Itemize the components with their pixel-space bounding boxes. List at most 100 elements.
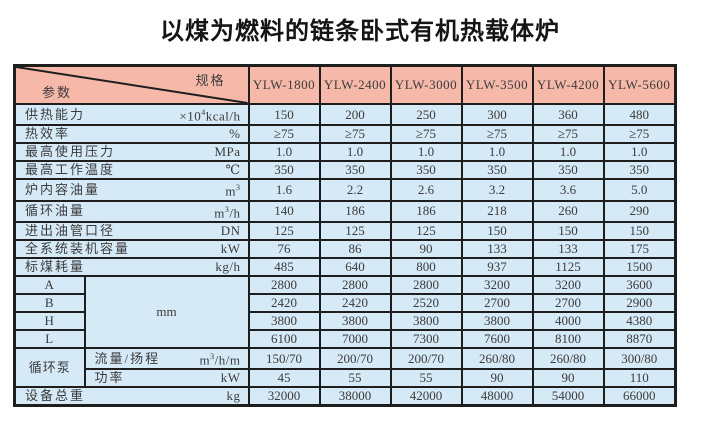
param-label: 标煤耗量 bbox=[25, 258, 86, 274]
param-cell: 进出油管口径 DN bbox=[13, 220, 250, 241]
value-cell: 2.6 bbox=[389, 178, 463, 202]
value-cell: 640 bbox=[318, 256, 392, 277]
param-cell-flex: 功率 kW bbox=[87, 370, 247, 386]
value-cell: 2.2 bbox=[318, 178, 392, 202]
value-cell: 2520 bbox=[389, 292, 463, 313]
param-cell-flex: 循环油量 m3/h bbox=[17, 203, 247, 220]
model-header-5: YLW-5600 bbox=[602, 64, 677, 105]
param-label: 循环油量 bbox=[25, 203, 86, 219]
value-cell: 54000 bbox=[531, 386, 605, 407]
value-cell: 485 bbox=[247, 256, 321, 277]
value-cell: 7600 bbox=[460, 328, 534, 349]
value-cell: 7000 bbox=[318, 328, 392, 349]
value-cell: 1.0 bbox=[318, 142, 392, 163]
value-cell: 937 bbox=[460, 256, 534, 277]
param-cell: 循环油量 m3/h bbox=[13, 199, 250, 223]
value-cell: 250 bbox=[389, 102, 463, 127]
value-cell: 350 bbox=[318, 160, 392, 181]
value-cell: 150/70 bbox=[247, 346, 321, 371]
param-unit: DN bbox=[220, 222, 241, 238]
param-label: 最高使用压力 bbox=[25, 144, 116, 160]
dim-unit-cell: mm bbox=[83, 274, 250, 349]
value-cell: 1.0 bbox=[460, 142, 534, 163]
table-row: 设备总重 kg 32000 38000 42000 48000 54000 66000 bbox=[13, 386, 677, 407]
table-row: 循环油量 m3/h 140 186 186 218 260 290 bbox=[13, 199, 677, 223]
model-header-2: YLW-3000 bbox=[389, 64, 463, 105]
param-unit: kW bbox=[220, 370, 241, 386]
table-row: H 3800 3800 3800 3800 4000 4380 bbox=[13, 310, 677, 331]
value-cell: 140 bbox=[247, 199, 321, 223]
value-cell: 290 bbox=[602, 199, 677, 223]
value-cell: 300 bbox=[460, 102, 534, 127]
param-cell: 标煤耗量 kg/h bbox=[13, 256, 250, 277]
model-header-0: YLW-1800 bbox=[247, 64, 321, 105]
value-cell: 7300 bbox=[389, 328, 463, 349]
value-cell: 55 bbox=[318, 368, 392, 389]
param-cell-flex: 流量/扬程 m3/h/m bbox=[87, 350, 247, 368]
param-cell: 设备总重 kg bbox=[13, 386, 250, 407]
param-cell-flex: 标煤耗量 kg/h bbox=[17, 258, 247, 274]
pump-param-cell: 功率 kW bbox=[83, 368, 250, 389]
value-cell: 260/80 bbox=[531, 346, 605, 371]
value-cell: 480 bbox=[602, 102, 677, 127]
value-cell: 200 bbox=[318, 102, 392, 127]
value-cell: 175 bbox=[602, 238, 677, 259]
corner-label-param: 参数 bbox=[42, 85, 73, 100]
value-cell: ≥75 bbox=[318, 124, 392, 145]
table-row: 进出油管口径 DN 125 125 125 150 150 150 bbox=[13, 220, 677, 241]
table-row: 炉内容油量 m3 1.6 2.2 2.6 3.2 3.6 5.0 bbox=[13, 178, 677, 202]
page-title: 以煤为燃料的链条卧式有机热载体炉 bbox=[160, 18, 560, 45]
value-cell: 125 bbox=[389, 220, 463, 241]
param-cell: 最高使用压力 MPa bbox=[13, 142, 250, 163]
value-cell: ≥75 bbox=[389, 124, 463, 145]
param-cell-flex: 最高使用压力 MPa bbox=[17, 144, 247, 160]
diagonal-line bbox=[16, 67, 248, 103]
value-cell: 125 bbox=[318, 220, 392, 241]
value-cell: 1.0 bbox=[602, 142, 677, 163]
value-cell: 90 bbox=[460, 368, 534, 389]
value-cell: ≥75 bbox=[247, 124, 321, 145]
value-cell: 360 bbox=[531, 102, 605, 127]
param-cell: 最高工作温度 ℃ bbox=[13, 160, 250, 181]
value-cell: 3800 bbox=[247, 310, 321, 331]
value-cell: 2800 bbox=[318, 274, 392, 295]
model-header-4: YLW-4200 bbox=[531, 64, 605, 105]
model-header-1: YLW-2400 bbox=[318, 64, 392, 105]
value-cell: 32000 bbox=[247, 386, 321, 407]
value-cell: 66000 bbox=[602, 386, 677, 407]
value-cell: 186 bbox=[389, 199, 463, 223]
param-unit: ×104kcal/h bbox=[179, 108, 241, 124]
table-row: 功率 kW 45 55 55 90 90 110 bbox=[15, 368, 677, 389]
value-cell: 150 bbox=[531, 220, 605, 241]
value-cell: 218 bbox=[460, 199, 534, 223]
value-cell: 3800 bbox=[460, 310, 534, 331]
value-cell: 5.0 bbox=[602, 178, 677, 202]
corner-cell: 规格 参数 bbox=[13, 64, 250, 105]
value-cell: 1125 bbox=[531, 256, 605, 277]
value-cell: ≥75 bbox=[531, 124, 605, 145]
value-cell: 1.0 bbox=[389, 142, 463, 163]
spec-table-body: 供热能力 ×104kcal/h 150 200 250 300 360 480 热效率% ≥75 ≥… bbox=[13, 102, 677, 407]
param-unit: % bbox=[229, 126, 241, 142]
table-row: 最高使用压力 MPa 1.0 1.0 1.0 1.0 1.0 1.0 bbox=[13, 142, 677, 163]
value-cell: 90 bbox=[389, 238, 463, 259]
param-label: 设备总重 bbox=[25, 388, 86, 404]
table-row: B 2420 2420 2520 2700 2700 2900 bbox=[13, 292, 677, 313]
value-cell: 150 bbox=[247, 102, 321, 127]
value-cell: 3200 bbox=[531, 274, 605, 295]
value-cell: 350 bbox=[247, 160, 321, 181]
param-cell-flex: 全系统装机容量 kW bbox=[17, 242, 247, 256]
value-cell: 150 bbox=[602, 220, 677, 241]
param-cell: 供热能力 ×104kcal/h bbox=[13, 102, 250, 127]
table-row: L 6100 7000 7300 7600 8100 8870 bbox=[13, 328, 677, 349]
value-cell: 2800 bbox=[247, 274, 321, 295]
value-cell: 6100 bbox=[247, 328, 321, 349]
table-row: 全系统装机容量 kW 76 86 90 133 133 175 bbox=[13, 238, 677, 259]
value-cell: 45 bbox=[247, 368, 321, 389]
value-cell: 2420 bbox=[318, 292, 392, 313]
value-cell: 200/70 bbox=[389, 346, 463, 371]
param-unit: m3 bbox=[225, 183, 241, 199]
value-cell: 1.0 bbox=[247, 142, 321, 163]
value-cell: 350 bbox=[531, 160, 605, 181]
pump-param-cell: 流量/扬程 m3/h/m bbox=[83, 346, 250, 371]
